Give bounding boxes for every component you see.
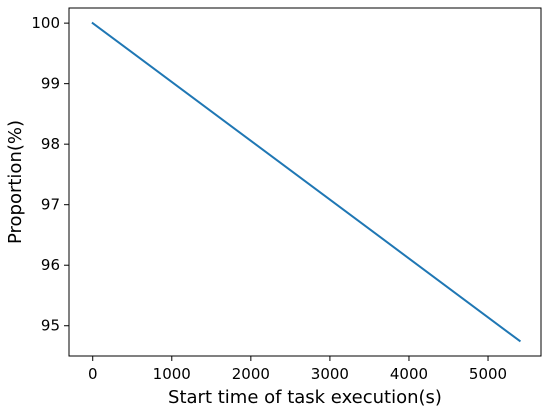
series-layer: [91, 21, 522, 343]
y-tick-label: 95: [41, 317, 60, 335]
y-tick-label: 96: [41, 256, 60, 274]
plot-frame: [68, 7, 542, 357]
x-tick-label: 4000: [390, 365, 428, 383]
y-tick-label: 97: [41, 196, 60, 214]
y-axis-label: Proportion(%): [5, 120, 26, 244]
x-axis-label: Start time of task execution(s): [168, 387, 442, 408]
ticks-layer: 0 1000 2000 3000 4000 5000 95 96 97 98 99 100: [31, 14, 507, 383]
x-tick-label: 5000: [469, 365, 507, 383]
series-line: [91, 21, 522, 343]
x-tick-label: 3000: [311, 365, 349, 383]
x-tick-label: 2000: [232, 365, 270, 383]
y-tick-label: 98: [41, 135, 60, 153]
y-tick-label: 99: [41, 75, 60, 93]
y-tick-label: 100: [31, 14, 60, 32]
x-tick-label: 1000: [153, 365, 191, 383]
x-tick-label: 0: [88, 365, 98, 383]
